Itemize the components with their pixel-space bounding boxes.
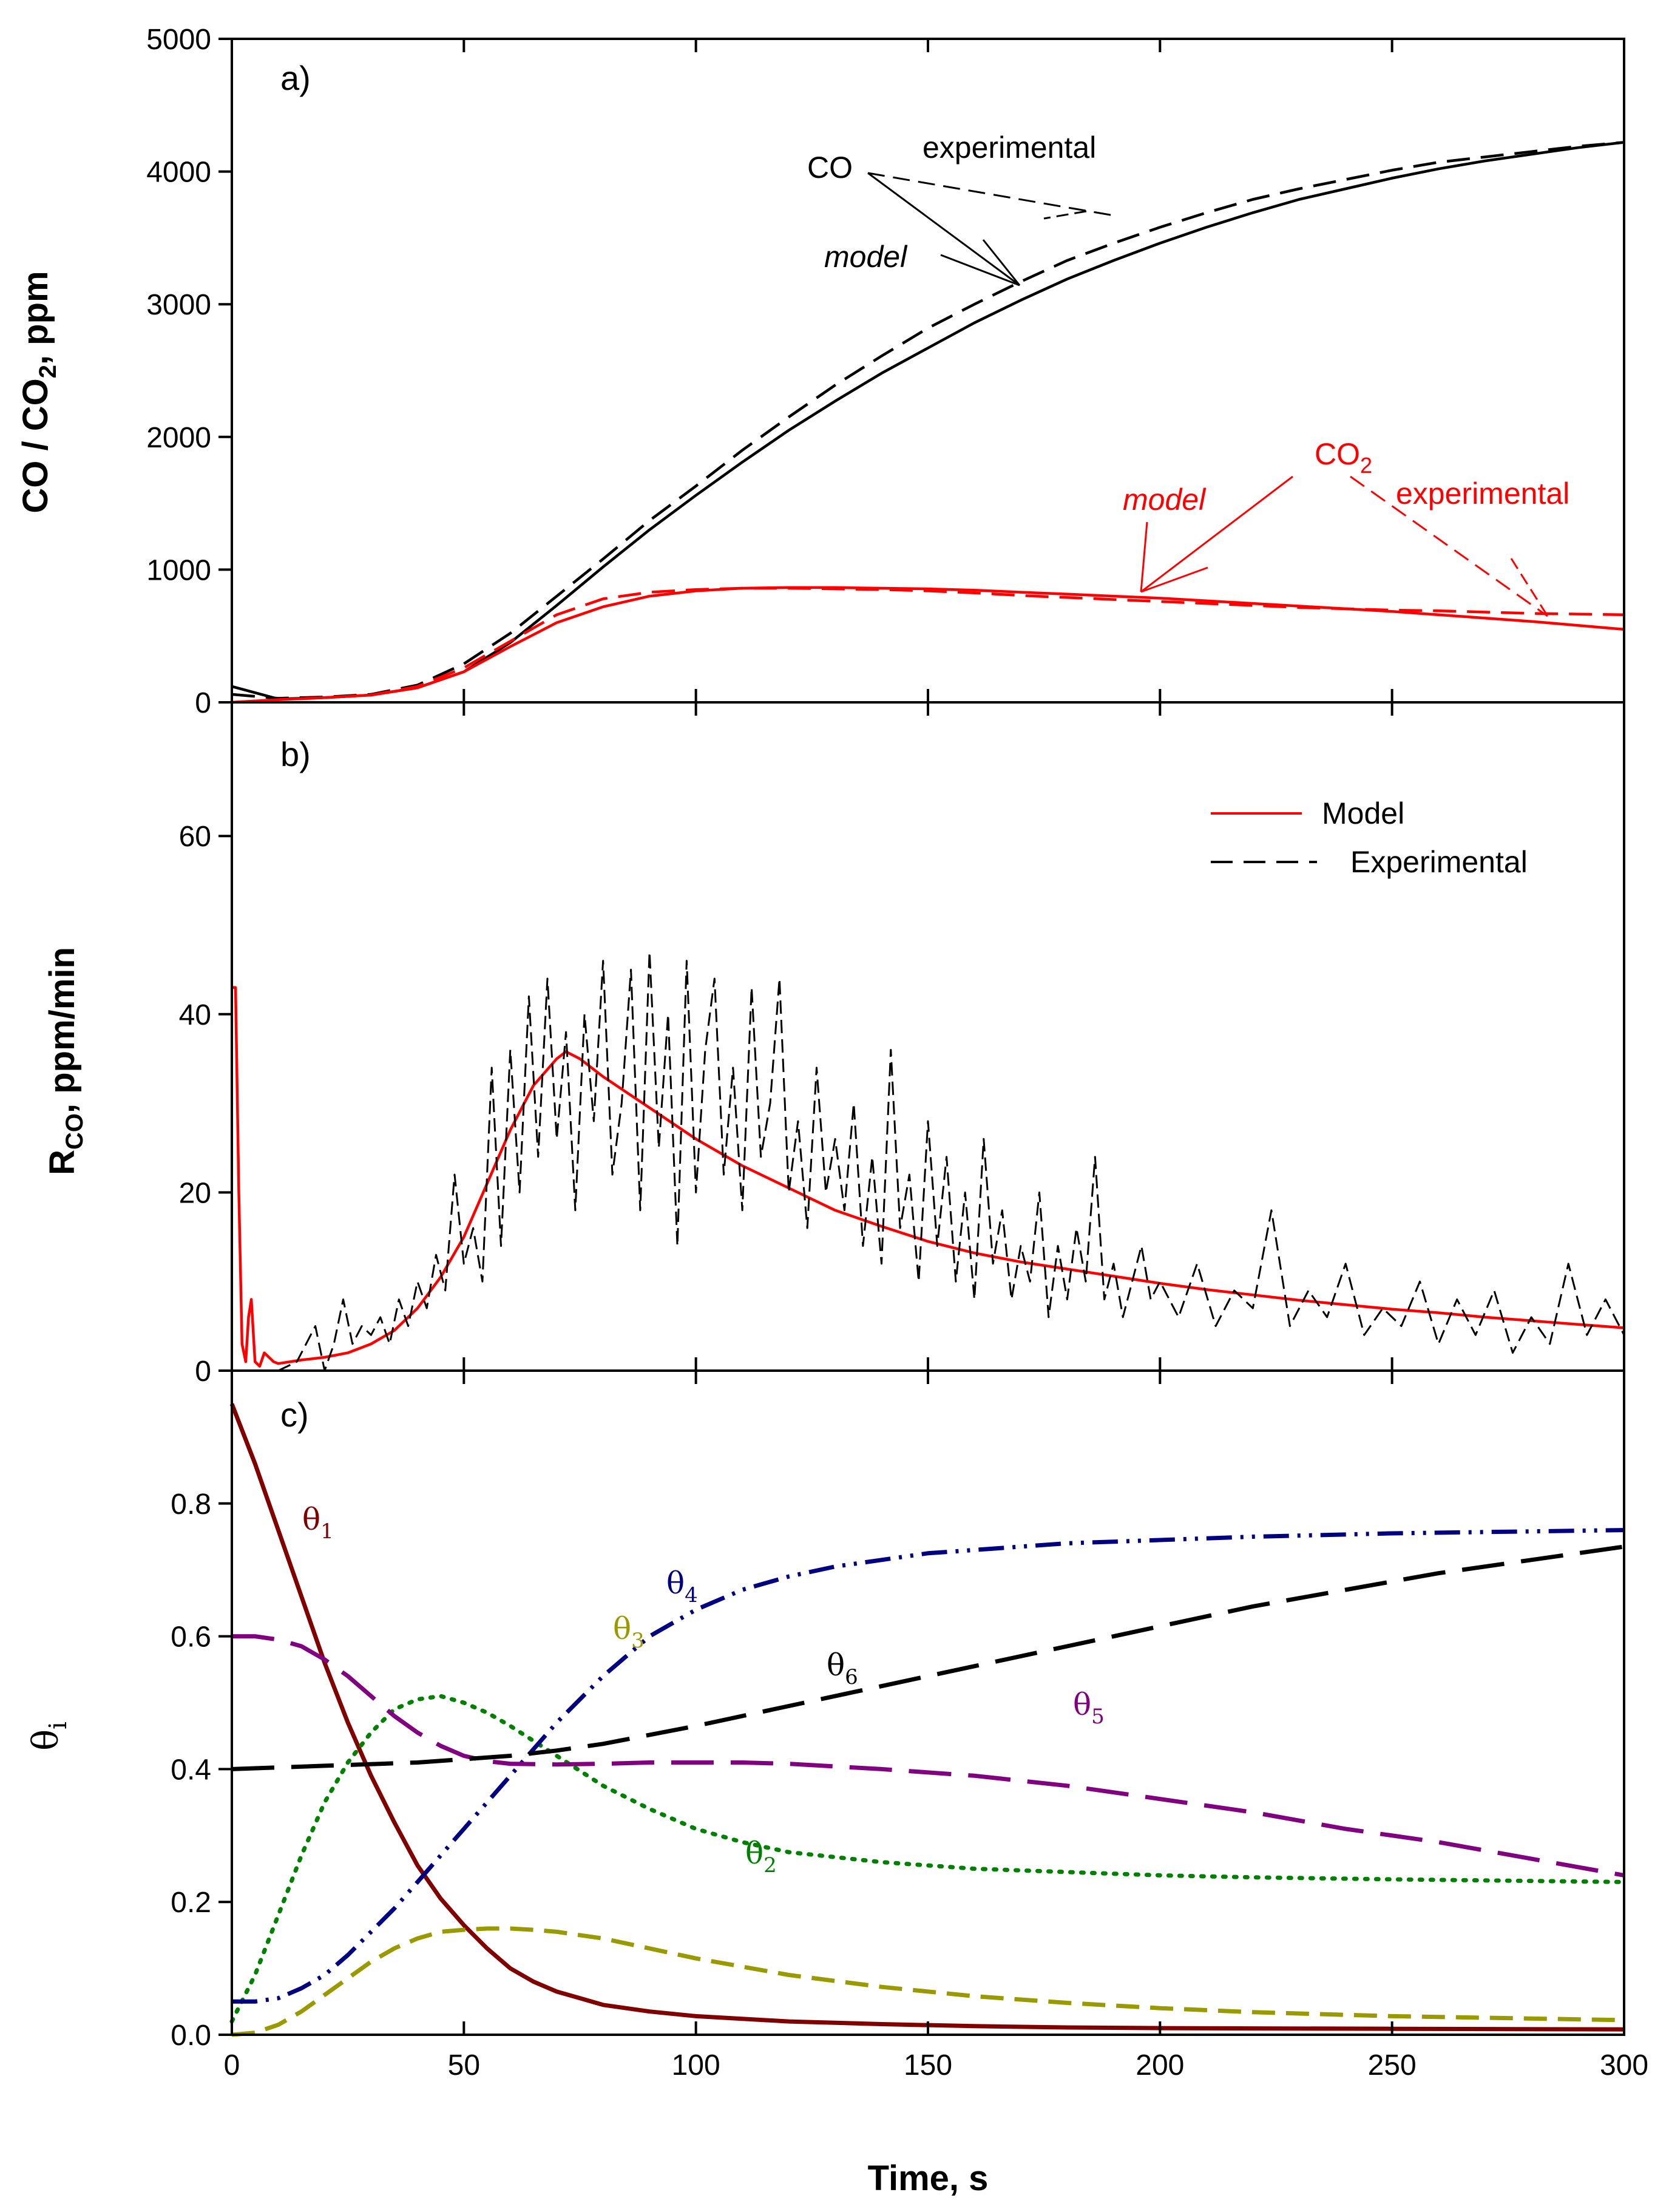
co-experimental-label: experimental [923,131,1096,165]
panel-a: 0 1000 2000 3000 4000 5000 a) CO / CO2, ppm C… [16,24,1625,719]
panel-b-plot-area [232,951,1625,1372]
co-model-label: model [824,240,908,274]
series-line-model [232,986,1625,1368]
panel-a-ticks: 0 1000 2000 3000 4000 5000 [146,24,1625,719]
panel-c: 0.00.20.40.60.80 50 100 150 200 250 300 c) θi … [25,1369,1648,2198]
theta-label-6: θ6 [827,1647,858,1689]
panel-a-plot-area [231,141,1625,704]
series-line-experimental [277,951,1625,1372]
co2-experimental-label: experimental [1396,477,1569,511]
y-tick-label: 3000 [146,289,211,321]
series-line-θ4 [232,1528,1625,2004]
x-tick-label: 250 [1368,2049,1417,2081]
series-line-co2-model [231,586,1625,704]
y-tick-label: 0 [195,1355,211,1388]
series-line-θ2 [229,1694,1627,2024]
panel-c-ticks: 0.0 0.2 0.4 0.6 0.8 0 50 100 150 200 250 300 [171,1371,1648,2081]
co-annotations: CO experimental model [807,131,1114,287]
x-tick-label: 300 [1600,2049,1648,2081]
y-tick-label: 20 [179,1177,211,1209]
x-tick-label: 100 [672,2049,720,2081]
y-tick-label: 0.6 [171,1621,211,1654]
y-tick-label: 0.4 [171,1754,211,1786]
panel-a-label: a) [280,59,311,97]
y-tick-label: 5000 [146,24,211,56]
legend-experimental-label: Experimental [1350,845,1528,879]
x-tick-label: 0 [224,2049,240,2081]
x-axis-title: Time, s [868,2159,989,2198]
co-label: CO [807,151,853,185]
y-tick-label: 0.8 [171,1488,211,1521]
y-tick-label: 2000 [146,422,211,454]
y-tick-label: 4000 [146,157,211,189]
theta-label-4: θ4 [666,1566,698,1607]
panel-b-ylabel: RCO, ppm/min [42,947,88,1175]
x-tick-label: 50 [448,2049,480,2081]
co2-annotations: CO2 model experimental [1123,437,1569,617]
series-line-θ5 [232,1634,1625,1878]
theta-label-5: θ5 [1073,1687,1105,1729]
panel-c-frame [231,1369,1625,2036]
panel-c-ylabel: θi [25,1722,72,1751]
y-tick-label: 0.0 [171,2020,211,2052]
y-tick-label: 0.2 [171,1887,211,1919]
legend-model-label: Model [1322,796,1404,830]
y-tick-label: 40 [179,999,211,1031]
panel-c-plot-area [229,1403,1627,2037]
series-line-co2-experimental [231,586,1625,704]
y-tick-label: 60 [179,821,211,853]
y-tick-label: 1000 [146,554,211,586]
y-tick-label: 0 [195,687,211,719]
co-pointer-lines [867,172,1114,287]
panel-c-curve-labels: θ1 θ2 θ3 θ4 θ5 θ6 [302,1502,1105,1878]
panel-c-label: c) [280,1396,309,1434]
series-line-θ6 [231,1544,1625,1771]
panel-b-legend: Model Experimental [1211,796,1528,879]
theta-label-3: θ3 [613,1611,645,1653]
theta-label-2: θ2 [745,1836,777,1878]
x-tick-label: 150 [904,2049,952,2081]
x-tick-label: 200 [1136,2049,1184,2081]
panel-b-label: b) [280,735,311,773]
series-line-co-model [231,141,1625,701]
theta-label-1: θ1 [302,1502,334,1544]
co2-model-label: model [1123,483,1207,517]
panel-b-ticks: 0 20 40 60 [179,702,1625,1388]
panel-b: 0 20 40 60 b) RCO, ppm/min Model Experiment… [42,701,1625,1388]
series-line-co-experimental [231,141,1625,700]
series-line-θ1 [229,1403,1625,2032]
co2-pointer-lines [1140,475,1549,617]
co2-label: CO2 [1315,437,1372,478]
panel-a-ylabel: CO / CO2, ppm [16,271,61,513]
series-line-θ3 [231,1926,1625,2037]
